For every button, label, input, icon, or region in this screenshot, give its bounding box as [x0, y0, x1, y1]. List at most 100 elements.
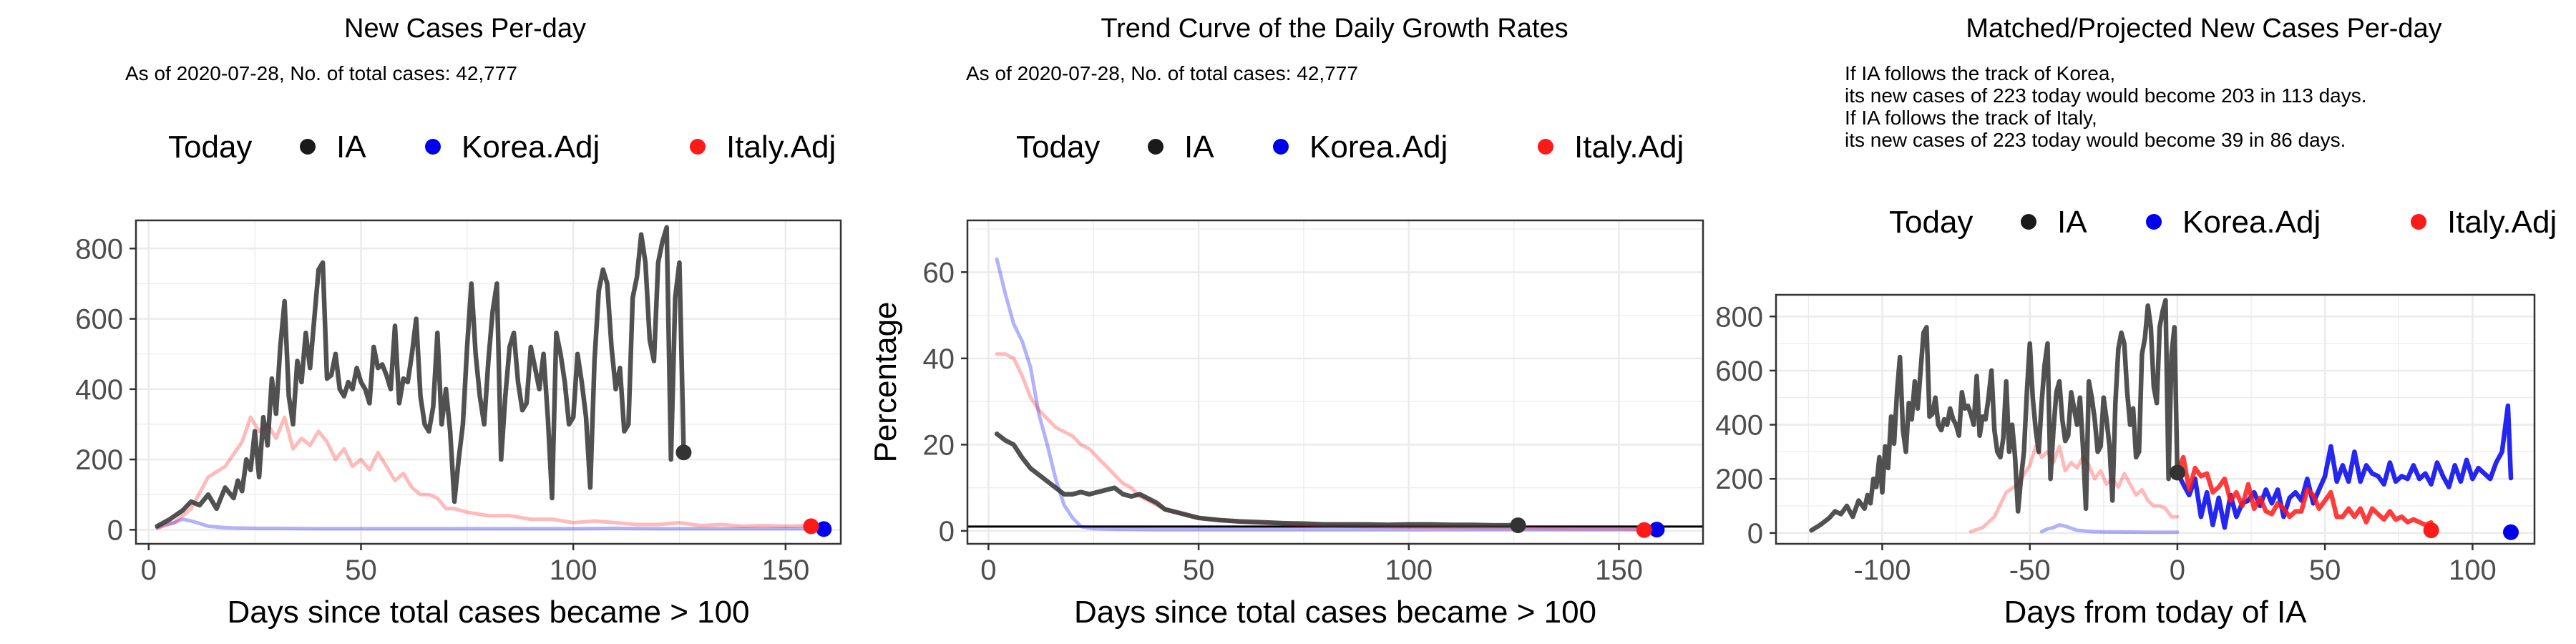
chart-subtitle-line: If IA follows the track of Korea,	[1845, 62, 2115, 84]
plot-border	[135, 219, 842, 545]
grid	[136, 220, 841, 544]
plot-panel	[1775, 293, 2536, 545]
y-tick-label: 60	[923, 257, 955, 288]
axes: -100 -50 0 50 100 0 200 400 600 800	[1715, 301, 2497, 586]
plot-background	[967, 220, 1703, 544]
legend-key-italy-adj	[690, 139, 706, 155]
plot-border	[966, 219, 1704, 545]
chart-subtitle-line: If IA follows the track of Italy,	[1845, 107, 2097, 129]
legend-label-today: Today	[168, 130, 252, 165]
legend-label-italy-adj: Italy.Adj	[726, 130, 836, 165]
legend-label-korea-adj: Korea.Adj	[2182, 205, 2321, 240]
y-tick-label: 400	[1715, 410, 1763, 441]
y-tick-label: 600	[1715, 356, 1763, 387]
series-line-ia	[155, 225, 686, 529]
series-line-korea-adj-matched	[995, 257, 1659, 532]
axes: 0 50 100 150 0 200 400 600 800	[75, 233, 809, 586]
legend-label-italy-adj: Italy.Adj	[1574, 130, 1684, 165]
x-tick-label: 50	[1183, 555, 1215, 586]
chart-new-cases-per-day: New Cases Per-day As of 2020-07-28, No. o…	[75, 14, 842, 630]
legend-key-ia	[2021, 214, 2036, 230]
x-tick-label: 150	[761, 555, 809, 586]
chart-subtitle-line: its new cases of 223 today would become …	[1845, 129, 2346, 151]
x-tick-label: 100	[1385, 555, 1433, 586]
x-tick-label: 100	[2449, 555, 2497, 586]
series-group	[155, 225, 821, 531]
legend-key-ia	[300, 139, 316, 155]
legend: Today IA Korea.Adj Italy.Adj	[1016, 130, 1684, 165]
legend-label-ia: IA	[1184, 130, 1214, 165]
legend-key-italy-adj	[1538, 139, 1553, 155]
legend: Today IA Korea.Adj Italy.Adj	[1889, 205, 2557, 240]
y-tick-label: 200	[75, 444, 123, 476]
x-tick-label: 0	[980, 555, 996, 586]
today-point-italy-adj	[803, 518, 819, 535]
x-tick-label: 50	[345, 555, 377, 586]
y-axis-title: Percentage	[868, 301, 903, 462]
chart-title: New Cases Per-day	[344, 14, 586, 44]
plot-border	[1775, 293, 2536, 545]
legend-label-today: Today	[1016, 130, 1100, 165]
legend-label-today: Today	[1889, 205, 1973, 240]
series-line-korea-adj	[2175, 403, 2514, 530]
series-line-korea-adj-matched	[2039, 523, 2180, 535]
y-tick-label: 800	[75, 233, 123, 265]
today-point-korea-adj	[1649, 522, 1665, 538]
series-group	[1809, 298, 2514, 535]
y-tick-label: 40	[923, 343, 955, 375]
legend-key-italy-adj	[2411, 214, 2426, 230]
legend: Today IA Korea.Adj Italy.Adj	[168, 130, 836, 165]
x-axis-title: Days since total cases became > 100	[1074, 595, 1596, 630]
axes: 0 50 100 150 0 20 40 60	[923, 257, 1643, 586]
legend-label-korea-adj: Korea.Adj	[1309, 130, 1448, 165]
x-axis-title: Days from today of IA	[2004, 595, 2307, 630]
chart-title: Matched/Projected New Cases Per-day	[1966, 14, 2441, 44]
legend-key-ia	[1148, 139, 1163, 155]
chart-subtitle-line: As of 2020-07-28, No. of total cases: 42…	[125, 62, 517, 84]
today-point-ia	[1510, 517, 1526, 534]
today-point-ia	[675, 444, 692, 461]
y-tick-label: 800	[1715, 301, 1763, 333]
series-line-korea-adj-matched	[155, 517, 821, 531]
chart-subtitle-line: its new cases of 223 today would become …	[1845, 84, 2367, 107]
y-tick-label: 0	[1747, 518, 1763, 550]
grid	[967, 220, 1703, 544]
today-point-korea-adj	[816, 521, 832, 537]
y-tick-label: 20	[923, 429, 955, 461]
x-tick-label: 150	[1595, 555, 1643, 586]
x-tick-label: -50	[2009, 555, 2051, 586]
x-axis-title: Days since total cases became > 100	[227, 595, 749, 630]
y-tick-label: 0	[939, 516, 955, 547]
chart-matched-projected-new-cases: Matched/Projected New Cases Per-day If IA…	[1715, 14, 2557, 630]
series-line-ia	[994, 431, 1521, 528]
today-point-ia	[2169, 464, 2185, 481]
x-tick-label: 0	[2170, 555, 2185, 586]
legend-key-korea-adj	[425, 139, 441, 155]
series-line-ia	[1809, 298, 2180, 533]
legend-label-korea-adj: Korea.Adj	[462, 130, 600, 165]
legend-key-korea-adj	[2146, 214, 2162, 230]
x-tick-label: 0	[141, 555, 157, 586]
legend-label-italy-adj: Italy.Adj	[2447, 205, 2557, 240]
today-point-italy-adj	[1636, 522, 1652, 538]
x-tick-label: -100	[1853, 555, 1911, 586]
y-tick-label: 200	[1715, 464, 1763, 495]
plot-panel	[135, 219, 842, 545]
chart-title: Trend Curve of the Daily Growth Rates	[1101, 14, 1568, 44]
today-point-italy-adj	[2423, 522, 2439, 539]
plot-panel	[966, 219, 1704, 545]
legend-label-ia: IA	[2057, 205, 2087, 240]
series-group	[994, 257, 1659, 532]
chart-daily-growth-rates: Trend Curve of the Daily Growth Rates As …	[868, 14, 1704, 630]
chart-subtitle-line: As of 2020-07-28, No. of total cases: 42…	[966, 62, 1358, 84]
y-tick-label: 400	[75, 374, 123, 406]
series-line-italy-adj	[2175, 454, 2434, 527]
legend-label-ia: IA	[336, 130, 366, 165]
x-tick-label: 100	[550, 555, 597, 586]
y-tick-label: 600	[75, 304, 123, 336]
legend-key-korea-adj	[1273, 139, 1289, 155]
y-tick-label: 0	[107, 514, 123, 546]
today-point-korea-adj	[2503, 524, 2519, 540]
x-tick-label: 50	[2309, 555, 2341, 586]
